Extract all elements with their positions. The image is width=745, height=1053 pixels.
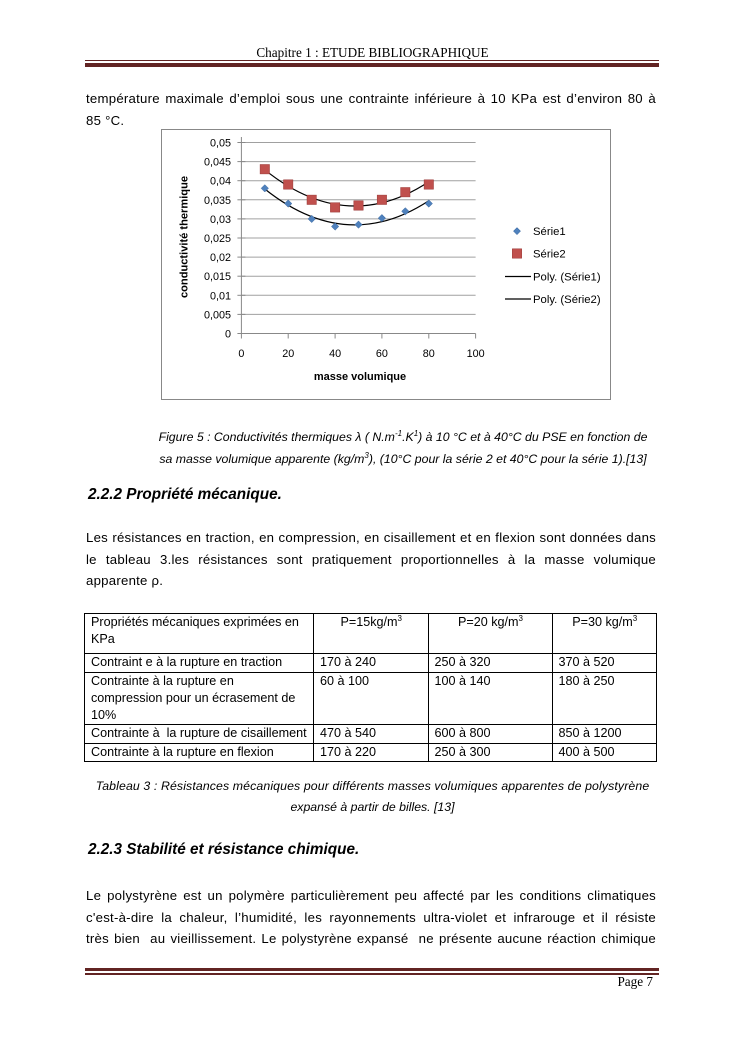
svg-text:0,035: 0,035 xyxy=(204,195,231,207)
svg-text:Poly. (Série2): Poly. (Série2) xyxy=(533,294,601,306)
svg-text:80: 80 xyxy=(423,348,435,360)
svg-text:conductivité thermique: conductivité thermique xyxy=(179,176,191,298)
svg-text:20: 20 xyxy=(282,348,294,360)
svg-text:0,02: 0,02 xyxy=(210,252,231,264)
svg-text:40: 40 xyxy=(329,348,341,360)
svg-text:0: 0 xyxy=(238,348,244,360)
svg-text:0,05: 0,05 xyxy=(210,138,231,150)
svg-text:0: 0 xyxy=(225,329,231,341)
svg-text:60: 60 xyxy=(376,348,388,360)
svg-text:Série2: Série2 xyxy=(533,249,566,261)
svg-text:masse volumique: masse volumique xyxy=(314,371,406,383)
svg-text:100: 100 xyxy=(467,348,485,360)
svg-text:0,03: 0,03 xyxy=(210,214,231,226)
svg-text:Poly. (Série1): Poly. (Série1) xyxy=(533,272,601,284)
svg-text:0,005: 0,005 xyxy=(204,309,231,321)
svg-text:0,01: 0,01 xyxy=(210,290,231,302)
svg-text:Série1: Série1 xyxy=(533,226,566,238)
svg-text:0,025: 0,025 xyxy=(204,233,231,245)
svg-text:0,015: 0,015 xyxy=(204,271,231,283)
svg-text:0,045: 0,045 xyxy=(204,157,231,169)
svg-text:0,04: 0,04 xyxy=(210,176,231,188)
